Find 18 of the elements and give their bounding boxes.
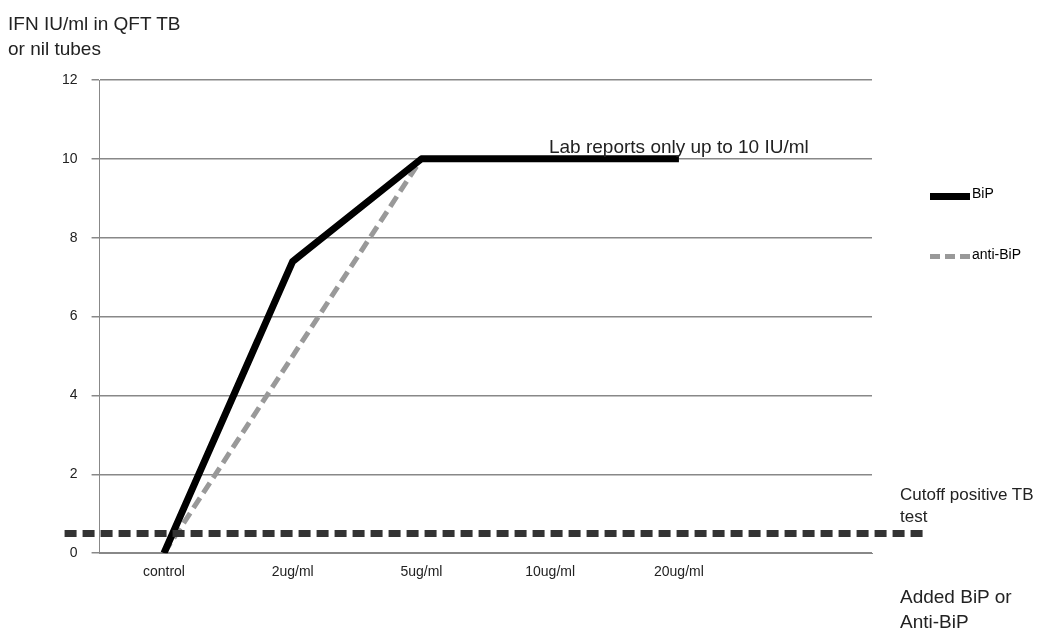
y-tick-label: 6 <box>69 307 78 324</box>
legend-label: anti-BiP <box>972 246 1023 262</box>
y-tick-label: 4 <box>69 386 78 403</box>
y-axis-title: IFN IU/ml in QFT TB or nil tubes <box>8 12 182 61</box>
x-tick-label: 10ug/ml <box>525 563 576 580</box>
y-tick-label: 12 <box>61 70 78 87</box>
y-tick-label: 0 <box>69 544 78 561</box>
y-tick-label: 2 <box>69 465 78 482</box>
x-axis-title: Added BiP or Anti-BiP <box>900 585 1013 634</box>
y-tick-label: 10 <box>61 149 78 166</box>
legend-label: BiP <box>972 185 995 201</box>
y-tick-label: 8 <box>69 228 78 245</box>
ref-line-label: Cutoff positive TB test <box>900 484 1034 526</box>
x-tick-label: control <box>142 563 185 580</box>
annotation: Lab reports only up to 10 IU/ml <box>548 135 809 157</box>
x-tick-label: 20ug/ml <box>653 563 704 580</box>
x-tick-label: 5ug/ml <box>400 563 443 580</box>
x-tick-label: 2ug/ml <box>271 563 314 580</box>
